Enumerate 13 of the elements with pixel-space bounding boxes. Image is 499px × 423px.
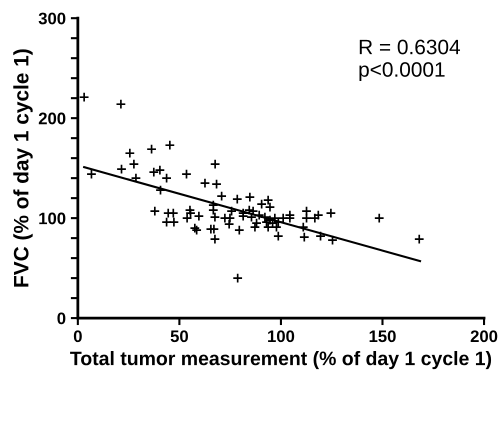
x-tick-label: 50 xyxy=(170,330,188,342)
y-tick-label: 200 xyxy=(38,112,66,124)
y-tick-label: 0 xyxy=(57,312,66,324)
annotation: R = 0.6304 xyxy=(360,40,460,54)
x-tick-label: 200 xyxy=(470,330,498,342)
x-tick-label: 100 xyxy=(268,330,294,342)
y-tick-label: 100 xyxy=(39,212,66,224)
y-axis-title: FVC (% of day 1 cycle 1) xyxy=(13,49,33,287)
x-tick-label: 0 xyxy=(74,330,82,342)
annotation: p<0.0001 xyxy=(359,62,445,81)
x-axis-title: Total tumor measurement (% of day 1 cycle 1) xyxy=(70,350,492,370)
x-tick-label: 150 xyxy=(370,330,396,342)
y-tick-label: 300 xyxy=(38,12,66,24)
